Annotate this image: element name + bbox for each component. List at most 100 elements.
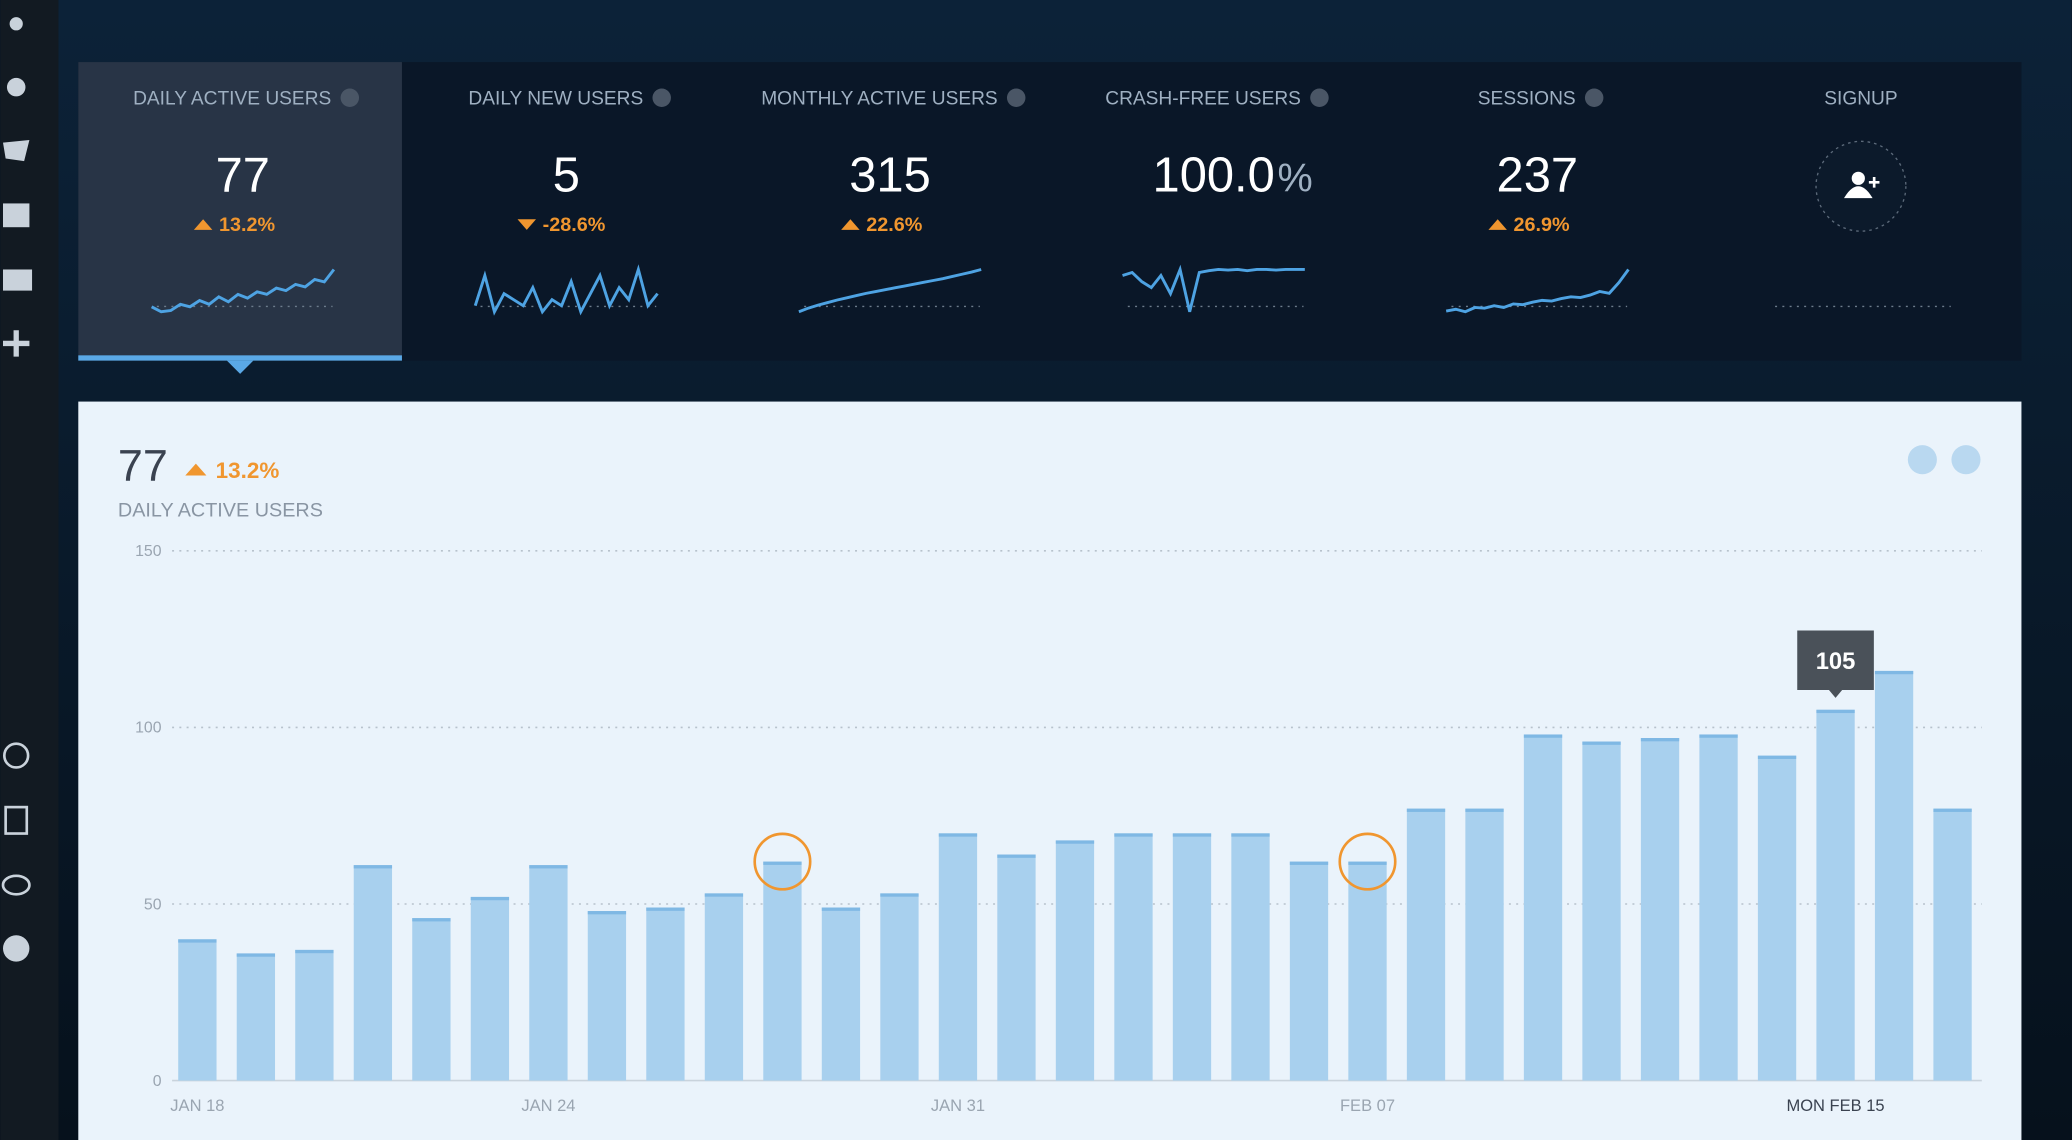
x-tick-label: JAN 18 [170, 1097, 224, 1115]
panel-label: DAILY ACTIVE USERS [118, 500, 323, 522]
signup-icon-head [1851, 171, 1865, 185]
icon-plus[interactable] [2, 330, 30, 357]
bar-cap [1523, 734, 1563, 738]
sparkline [1445, 268, 1630, 314]
bar-cap [587, 911, 627, 915]
panel-change: 13.2% [216, 458, 280, 483]
x-tick-label: JAN 31 [931, 1097, 985, 1115]
bar [1582, 741, 1621, 1081]
card-change: 22.6% [866, 214, 923, 236]
help-icon [1006, 88, 1026, 107]
bar [353, 865, 393, 1081]
bar-cap [1582, 741, 1621, 745]
selected-pointer [226, 360, 254, 374]
bar-cap [1874, 670, 1914, 675]
cards: DAILY ACTIVE USERS 77 13.2% DAILY NEW USERS… [78, 62, 1951, 374]
bar-cap [1699, 734, 1738, 738]
tooltip-box [1797, 630, 1874, 698]
bar [1465, 808, 1504, 1081]
y-tick-label: 0 [153, 1073, 162, 1090]
bar-cap [1465, 808, 1504, 812]
signup-button[interactable] [1815, 140, 1907, 232]
bar [295, 949, 334, 1081]
bar [821, 907, 861, 1081]
bar-cap [1816, 709, 1855, 714]
card-value: 315 [849, 149, 931, 203]
selected-card [78, 62, 402, 361]
sparkline [1122, 264, 1305, 313]
bar [1231, 833, 1270, 1081]
bar-cap [1933, 808, 1972, 812]
selected-underline [78, 355, 402, 361]
card-change: 26.9% [1514, 214, 1571, 236]
card-value: 100.0 [1153, 149, 1275, 203]
help-icon [1584, 88, 1604, 107]
bar [1757, 755, 1797, 1081]
x-tick-label: JAN 24 [521, 1097, 575, 1115]
icon-download[interactable] [2, 742, 30, 769]
panel-value: 77 [118, 440, 168, 491]
icon-chat[interactable] [1, 874, 31, 896]
panel-arrow [185, 463, 207, 476]
icon-m[interactable] [2, 269, 33, 291]
bar [646, 907, 685, 1081]
bar-cap [821, 907, 861, 911]
bar-cap [1348, 861, 1387, 865]
bar-cap [353, 865, 393, 869]
bar-cap [178, 939, 217, 943]
bar-cap [704, 893, 744, 897]
icon-doc[interactable] [4, 805, 29, 835]
icon-help[interactable] [2, 935, 30, 962]
icon-twitter[interactable] [2, 140, 30, 162]
tooltip-label: 105 [1816, 648, 1856, 675]
bar-cap [1406, 808, 1446, 812]
y-tick-label: 150 [135, 543, 162, 560]
icon-settings[interactable] [6, 77, 26, 97]
card-title: SESSIONS [1478, 88, 1576, 109]
bar [1699, 734, 1738, 1081]
sidebar-icons [1, 17, 33, 962]
icon-blocks[interactable] [2, 203, 30, 228]
bar-cap [1231, 833, 1270, 837]
bar [763, 861, 802, 1081]
bar-cap [997, 854, 1036, 858]
icon-share[interactable] [9, 17, 23, 31]
help-icon [340, 88, 360, 107]
bar-cap [880, 893, 919, 897]
card-value: 77 [216, 149, 270, 203]
help-button[interactable] [1951, 445, 1981, 475]
change-arrow [841, 219, 860, 230]
x-tick-label: MON FEB 15 [1786, 1097, 1884, 1115]
download-button[interactable] [1907, 445, 1937, 475]
bar [704, 893, 744, 1081]
kpi-strip [78, 62, 2022, 361]
card-title: MONTHLY ACTIVE USERS [761, 88, 997, 109]
bar-cap [236, 953, 276, 957]
bar-cap [1289, 861, 1329, 865]
sparkline [473, 264, 659, 316]
annotation-circle [753, 832, 812, 891]
bar-cap [1757, 755, 1797, 759]
sparkline [150, 268, 336, 314]
bar [1816, 709, 1855, 1081]
card-change: -28.6% [543, 214, 606, 236]
bar-cap [646, 907, 685, 911]
bar [1406, 808, 1446, 1081]
sidebar [0, 0, 59, 1140]
card-title: CRASH-FREE USERS [1105, 88, 1301, 109]
bar [1933, 808, 1972, 1081]
bar [587, 911, 627, 1081]
bar [1874, 670, 1914, 1081]
change-arrow [1488, 219, 1507, 230]
y-tick-label: 100 [135, 720, 162, 737]
bar [178, 939, 217, 1081]
card-change: 13.2% [219, 214, 276, 236]
bar [529, 865, 568, 1081]
help-icon [652, 88, 671, 107]
change-arrow [517, 219, 537, 230]
card-value: 237 [1497, 149, 1579, 203]
bar [1640, 738, 1680, 1081]
bar-cap [529, 865, 568, 869]
